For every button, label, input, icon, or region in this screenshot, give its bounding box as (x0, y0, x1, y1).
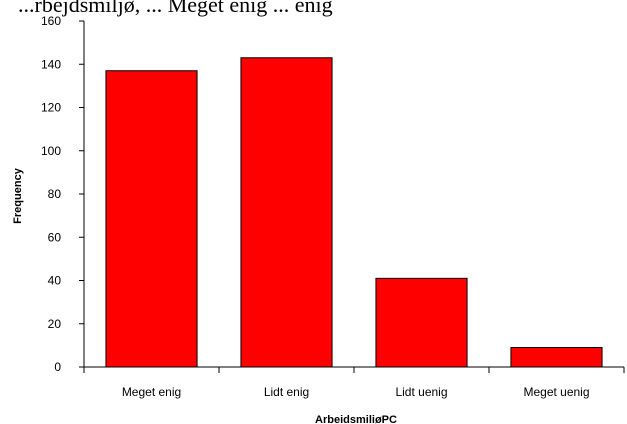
y-tick-label: 40 (48, 274, 62, 288)
bar-lidt-uenig (375, 277, 468, 368)
x-tick-label: Lidt uenig (395, 385, 447, 399)
bar-meget-enig (105, 70, 198, 368)
y-axis-label: Frequency (12, 167, 24, 224)
y-tick-label: 140 (41, 57, 61, 71)
y-tick-label: 120 (41, 101, 61, 115)
x-axis-ticks (83, 367, 625, 373)
y-tick-label: 60 (48, 230, 62, 244)
x-tick-label: Lidt enig (264, 385, 309, 399)
bar-meget-uenig (510, 347, 603, 368)
y-tick-label: 160 (41, 14, 61, 28)
x-tick-labels: Meget enig Lidt enig Lidt uenig Meget uenig (122, 385, 590, 399)
x-tick-label: Meget uenig (523, 385, 589, 399)
y-tick-label: 80 (48, 187, 62, 201)
y-tick-label: 100 (41, 144, 61, 158)
bar-lidt-enig (240, 57, 333, 368)
y-axis-ticks: 0 20 40 60 80 100 120 140 160 (41, 14, 84, 374)
x-axis-label: ArbeidsmiliøPC (315, 414, 397, 424)
y-tick-label: 0 (54, 360, 61, 374)
bars (105, 57, 603, 368)
y-tick-label: 20 (48, 317, 62, 331)
chart-title: ...rbejdsmiljø, ... Meget enig ... enig (18, 0, 333, 17)
x-tick-label: Meget enig (122, 385, 181, 399)
